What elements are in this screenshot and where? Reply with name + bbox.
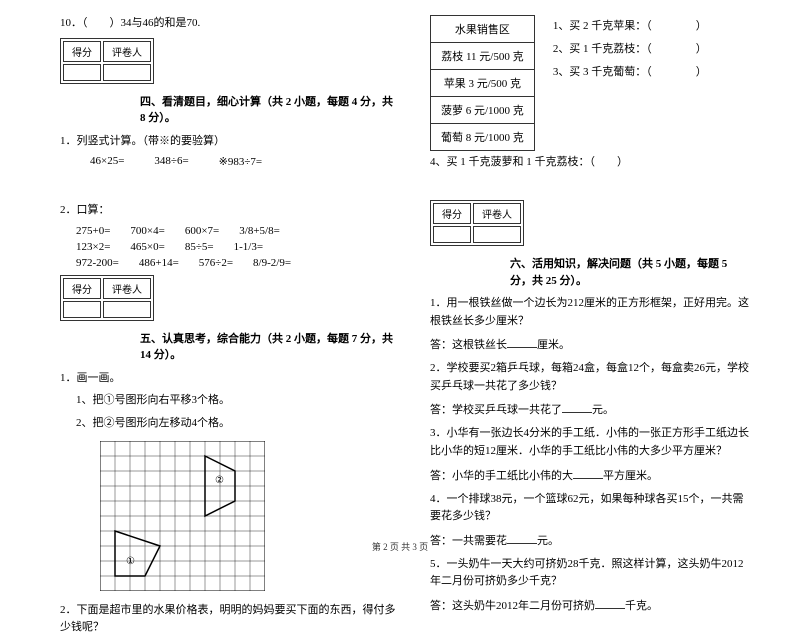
page-footer: 第 2 页 共 3 页 — [0, 540, 800, 553]
calc-item: 700×4= — [130, 225, 164, 237]
score-box: 得分 评卷人 — [430, 200, 524, 246]
q6-1: 1．用一根铁丝做一个边长为212厘米的正方形框架，正好用完。这根铁丝长多少厘米？ — [430, 295, 750, 330]
price-row: 菠萝 6 元/1000 克 — [431, 97, 535, 124]
vertical-calc-row: 46×25= 348÷6= ※983÷7= — [60, 155, 400, 168]
sec5-p2: 2．下面是超市里的水果价格表，明明的妈妈要买下面的东西，得付多少钱呢？ — [60, 602, 400, 635]
question-10: 10．（ ）34与46的和是70. — [60, 15, 400, 32]
calc-item: 46×25= — [90, 155, 124, 168]
price-table: 水果销售区 荔枝 11 元/500 克 苹果 3 元/500 克 菠萝 6 元/… — [430, 15, 535, 151]
q6-4: 4．一个排球38元，一个篮球62元，如果每种球各买15个，一共需要花多少钱？ — [430, 491, 750, 526]
q6-3: 3．小华有一张边长4分米的手工纸．小伟的一张正方形手工纸边长比小华的短12厘米．… — [430, 425, 750, 460]
section-6-title: 六、活用知识，解决问题（共 5 小题，每题 5 分，共 25 分）。 — [430, 256, 750, 289]
sec4-p2: 2．口算： — [60, 202, 400, 219]
calc-item: 348÷6= — [154, 155, 188, 168]
grid-figure: ② ① — [100, 441, 265, 591]
q6-5: 5．一头奶牛一天大约可挤奶28千克．照这样计算，这头奶牛2012年二月份可挤奶多… — [430, 556, 750, 591]
calc-item: 576÷2= — [199, 257, 233, 269]
reviewer-label: 评卷人 — [473, 203, 521, 224]
score-row: 得分 评卷人 — [60, 38, 400, 88]
calc-item: 486+14= — [139, 257, 179, 269]
blank — [595, 597, 625, 609]
section-4-title: 四、看清题目，细心计算（共 2 小题，每题 4 分，共 8 分）。 — [60, 94, 400, 127]
calc-item: 8/9-2/9= — [253, 257, 291, 269]
score-label: 得分 — [433, 203, 471, 224]
price-block: 水果销售区 荔枝 11 元/500 克 苹果 3 元/500 克 菠萝 6 元/… — [430, 15, 750, 174]
svg-text:①: ① — [126, 556, 135, 567]
blank — [507, 336, 537, 348]
score-label: 得分 — [63, 41, 101, 62]
calc-item: 123×2= — [76, 241, 110, 253]
mental-calc-row: 275+0= 700×4= 600×7= 3/8+5/8= — [60, 225, 400, 237]
reviewer-label: 评卷人 — [103, 41, 151, 62]
calc-item: 275+0= — [76, 225, 110, 237]
ans-text: 平方厘米。 — [603, 470, 658, 482]
calc-item: 600×7= — [185, 225, 219, 237]
ans-text: 元。 — [592, 404, 614, 416]
sec5-sub1: 1、把①号图形向右平移3个格。 — [60, 392, 400, 409]
q6-2: 2．学校要买2箱乒乓球，每箱24盒，每盒12个，每盒卖26元，学校买乒乓球一共花… — [430, 360, 750, 395]
a6-5: 答：这头奶牛2012年二月份可挤奶 千克。 — [430, 597, 750, 613]
a6-2: 答：学校买乒乓球一共花了 元。 — [430, 401, 750, 417]
ans-text: 答：这根铁丝长 — [430, 339, 507, 351]
calc-item: 465×0= — [130, 241, 164, 253]
ans-text: 答：小华的手工纸比小伟的大 — [430, 470, 573, 482]
ans-text: 答：学校买乒乓球一共花了 — [430, 404, 562, 416]
sec5-sub2: 2、把②号图形向左移动4个格。 — [60, 415, 400, 432]
score-row: 得分 评卷人 — [60, 275, 400, 325]
blank — [573, 467, 603, 479]
sec4-p1: 1．列竖式计算。（带※的要验算） — [60, 133, 400, 150]
sec5-p1: 1．画一画。 — [60, 370, 400, 387]
ans-text: 千克。 — [625, 600, 658, 612]
score-box: 得分 评卷人 — [60, 38, 154, 84]
reviewer-label: 评卷人 — [103, 278, 151, 299]
score-label: 得分 — [63, 278, 101, 299]
calc-item: 972-200= — [76, 257, 119, 269]
score-row: 得分 评卷人 — [430, 200, 750, 250]
calc-item: 3/8+5/8= — [239, 225, 280, 237]
price-title: 水果销售区 — [431, 16, 535, 43]
score-box: 得分 评卷人 — [60, 275, 154, 321]
price-row: 葡萄 8 元/1000 克 — [431, 124, 535, 151]
calc-item: 85÷5= — [185, 241, 214, 253]
blank — [562, 401, 592, 413]
calc-item: ※983÷7= — [219, 155, 262, 168]
a6-3: 答：小华的手工纸比小伟的大 平方厘米。 — [430, 467, 750, 483]
price-row: 荔枝 11 元/500 克 — [431, 43, 535, 70]
section-5-title: 五、认真思考，综合能力（共 2 小题，每题 7 分，共 14 分）。 — [60, 331, 400, 364]
calc-item: 1-1/3= — [234, 241, 263, 253]
ans-text: 答：这头奶牛2012年二月份可挤奶 — [430, 600, 595, 612]
a6-1: 答：这根铁丝长 厘米。 — [430, 336, 750, 352]
mental-calc-row: 972-200= 486+14= 576÷2= 8/9-2/9= — [60, 257, 400, 269]
mental-calc-row: 123×2= 465×0= 85÷5= 1-1/3= — [60, 241, 400, 253]
ans-text: 厘米。 — [537, 339, 570, 351]
svg-text:②: ② — [215, 475, 224, 486]
price-row: 苹果 3 元/500 克 — [431, 70, 535, 97]
